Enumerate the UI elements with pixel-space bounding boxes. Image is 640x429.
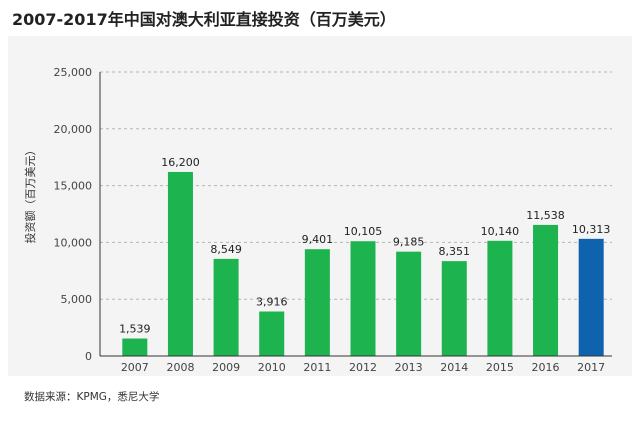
value-label-2017: 10,313 [572,223,611,236]
x-tick-label: 2011 [303,361,331,374]
bar-2007 [122,338,148,356]
bar-2008 [167,171,193,356]
y-tick-label: 15,000 [54,180,93,193]
value-label-2016: 11,538 [526,209,565,222]
value-label-2014: 8,351 [439,245,471,258]
y-tick-label: 20,000 [54,123,93,136]
bar-2017 [578,238,604,356]
bars [122,171,604,356]
chart-panel: 1,539 16,200 8,549 3,916 9,401 10,105 9,185 8,3… [8,36,632,376]
bar-2012 [350,241,376,356]
bar-2011 [304,249,330,356]
value-label-2008: 16,200 [161,156,200,169]
value-label-2009: 8,549 [210,243,242,256]
y-tick-label: 10,000 [54,236,93,249]
x-tick-label: 2012 [349,361,377,374]
value-label-2010: 3,916 [256,296,288,309]
x-tick-label: 2016 [532,361,560,374]
x-tick-label: 2007 [121,361,149,374]
y-axis-label: 投资额（百万美元） [23,145,37,244]
y-tick-label: 0 [85,350,92,363]
bar-2016 [533,224,559,356]
x-tick-label: 2010 [258,361,286,374]
x-tick-label: 2009 [212,361,240,374]
bar-chart: 1,539 16,200 8,549 3,916 9,401 10,105 9,185 8,3… [23,66,612,374]
value-label-2015: 10,140 [481,225,520,238]
x-tick-label: 2013 [395,361,423,374]
bar-2009 [213,258,239,356]
y-tick-label: 5,000 [61,293,93,306]
bar-2015 [487,240,513,356]
bar-2013 [396,251,422,356]
value-label-2013: 9,185 [393,236,425,249]
chart-title: 2007-2017年中国对澳大利亚直接投资（百万美元） [12,10,396,29]
bar-2010 [259,311,285,356]
value-labels: 1,539 16,200 8,549 3,916 9,401 10,105 9,185 8,3… [119,156,610,336]
x-tick-label: 2014 [440,361,468,374]
x-tick-label: 2017 [577,361,605,374]
x-tick-label: 2015 [486,361,514,374]
value-label-2011: 9,401 [302,233,334,246]
value-label-2012: 10,105 [344,225,383,238]
axes: 0 5,000 10,000 15,000 20,000 25,000 2007 2008 20… [54,66,612,374]
value-label-2007: 1,539 [119,323,151,336]
bar-2014 [441,261,467,356]
y-tick-label: 25,000 [54,66,93,79]
source-note: 数据来源：KPMG，悉尼大学 [24,391,160,403]
x-tick-label: 2008 [166,361,194,374]
